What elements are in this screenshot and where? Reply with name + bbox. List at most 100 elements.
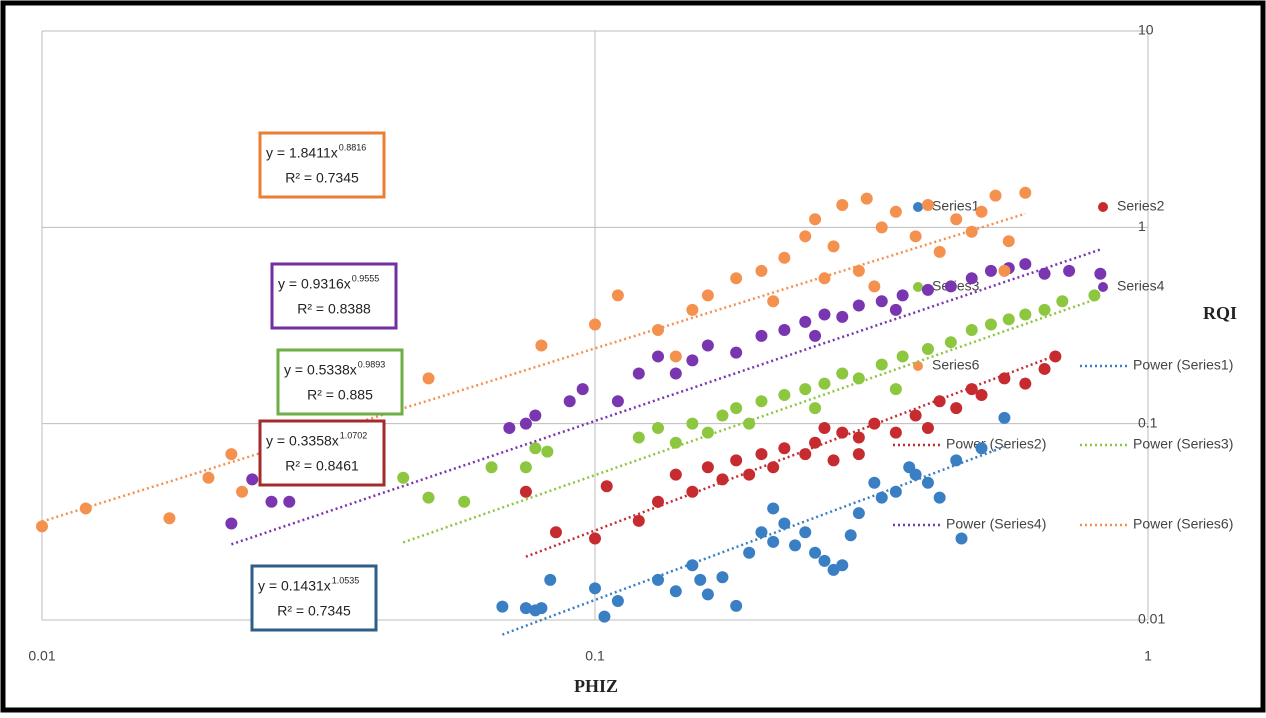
point: [730, 599, 743, 612]
point: [852, 448, 865, 461]
point: [283, 495, 296, 508]
equation: y = 0.5338x: [284, 362, 357, 378]
point: [1002, 313, 1015, 326]
point: [701, 289, 714, 302]
point: [1019, 186, 1032, 199]
r-squared: R² = 0.7345: [277, 603, 351, 619]
point: [485, 461, 498, 474]
point: [458, 495, 471, 508]
point: [163, 512, 176, 525]
point: [799, 526, 812, 539]
point: [860, 192, 873, 205]
point: [743, 468, 756, 481]
point: [975, 205, 988, 218]
equation-box: [250, 564, 378, 632]
point: [767, 535, 780, 548]
point: [743, 546, 756, 559]
legend-label: Power (Series6): [1133, 516, 1233, 532]
point: [921, 476, 934, 489]
point: [576, 383, 589, 396]
point: [397, 471, 410, 484]
point: [875, 358, 888, 371]
point: [933, 395, 946, 408]
point: [652, 573, 665, 586]
legend-marker: [1098, 202, 1108, 212]
x-tick-label: 1: [1144, 648, 1152, 664]
point: [868, 476, 881, 489]
point: [422, 372, 435, 385]
point: [755, 448, 768, 461]
point: [818, 308, 831, 321]
equation: y = 0.9316x: [278, 276, 351, 292]
point: [778, 251, 791, 264]
point: [836, 559, 849, 572]
point: [632, 514, 645, 527]
point: [767, 502, 780, 515]
point: [809, 546, 822, 559]
point: [611, 395, 624, 408]
r-squared: R² = 0.885: [307, 387, 373, 403]
point: [809, 329, 822, 342]
point: [921, 283, 934, 296]
point: [818, 377, 831, 390]
point: [965, 225, 978, 238]
point: [36, 520, 48, 533]
trendline: [525, 354, 1056, 558]
point: [611, 594, 624, 607]
legend-marker: [1098, 282, 1108, 292]
legend-label: Power (Series2): [946, 436, 1046, 452]
point: [652, 350, 665, 363]
point: [965, 272, 978, 285]
point: [984, 318, 997, 331]
point: [799, 315, 812, 328]
point: [716, 571, 729, 584]
point: [950, 213, 963, 226]
equation: y = 0.1431x: [258, 578, 331, 594]
point: [852, 507, 865, 520]
point: [669, 436, 682, 449]
y-tick-label: 0.1: [1138, 414, 1158, 430]
point: [1038, 267, 1051, 280]
point: [496, 600, 509, 613]
point: [827, 240, 840, 253]
point: [686, 485, 699, 498]
point: [519, 602, 532, 615]
equation: y = 1.8411x: [266, 145, 338, 161]
equation-exponent: 0.8816: [339, 142, 367, 152]
r-squared: R² = 0.7345: [285, 170, 359, 186]
point: [1019, 308, 1032, 321]
legend-label: Power (Series3): [1133, 436, 1233, 452]
y-axis-title: RQI: [1203, 303, 1237, 323]
point: [852, 299, 865, 312]
equation-box: [258, 131, 386, 199]
point: [852, 372, 865, 385]
point: [818, 272, 831, 285]
equation-exponent: 0.9893: [358, 359, 386, 369]
point: [589, 532, 601, 545]
point: [998, 411, 1011, 424]
point: [778, 388, 791, 401]
y-tick-label: 0.01: [1138, 611, 1165, 627]
point: [889, 426, 902, 439]
point: [701, 426, 714, 439]
legend-label: Series4: [1117, 278, 1165, 294]
point: [950, 454, 963, 467]
point: [652, 422, 665, 435]
point: [755, 264, 768, 277]
point: [844, 529, 857, 542]
point: [852, 431, 865, 444]
point: [1038, 303, 1051, 316]
point: [889, 205, 902, 218]
point: [686, 303, 699, 316]
point: [598, 610, 611, 623]
point: [755, 526, 768, 539]
equation-box: [276, 348, 404, 416]
legend-marker: [913, 282, 923, 292]
point: [730, 346, 743, 359]
point: [975, 388, 988, 401]
point: [686, 417, 699, 430]
legend-marker: [913, 361, 923, 371]
point: [818, 422, 831, 435]
point: [589, 582, 601, 595]
